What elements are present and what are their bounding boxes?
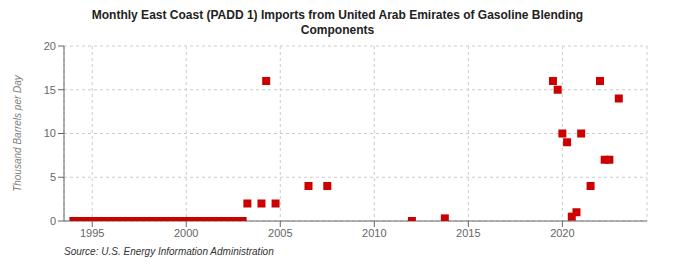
svg-text:1995: 1995 xyxy=(80,227,104,239)
svg-text:15: 15 xyxy=(44,84,56,96)
html-text:Components: Components xyxy=(300,23,375,37)
svg-text:10: 10 xyxy=(44,127,56,139)
svg-text:2010: 2010 xyxy=(362,227,386,239)
svg-text:Thousand Barrels per Day: Thousand Barrels per Day xyxy=(12,74,23,192)
svg-text:5: 5 xyxy=(50,171,56,183)
svg-text:2020: 2020 xyxy=(550,227,574,239)
html-text:Monthly East Coast (PADD 1) Im: Monthly East Coast (PADD 1) Imports from… xyxy=(91,8,584,22)
html-text:Source: U.S. Energy Informatio: Source: U.S. Energy Information Administ… xyxy=(64,246,274,257)
svg-text:2000: 2000 xyxy=(174,227,198,239)
svg-text:0: 0 xyxy=(50,215,56,227)
svg-text:2015: 2015 xyxy=(456,227,480,239)
svg-text:2005: 2005 xyxy=(268,227,292,239)
svg-text:20: 20 xyxy=(44,40,56,52)
